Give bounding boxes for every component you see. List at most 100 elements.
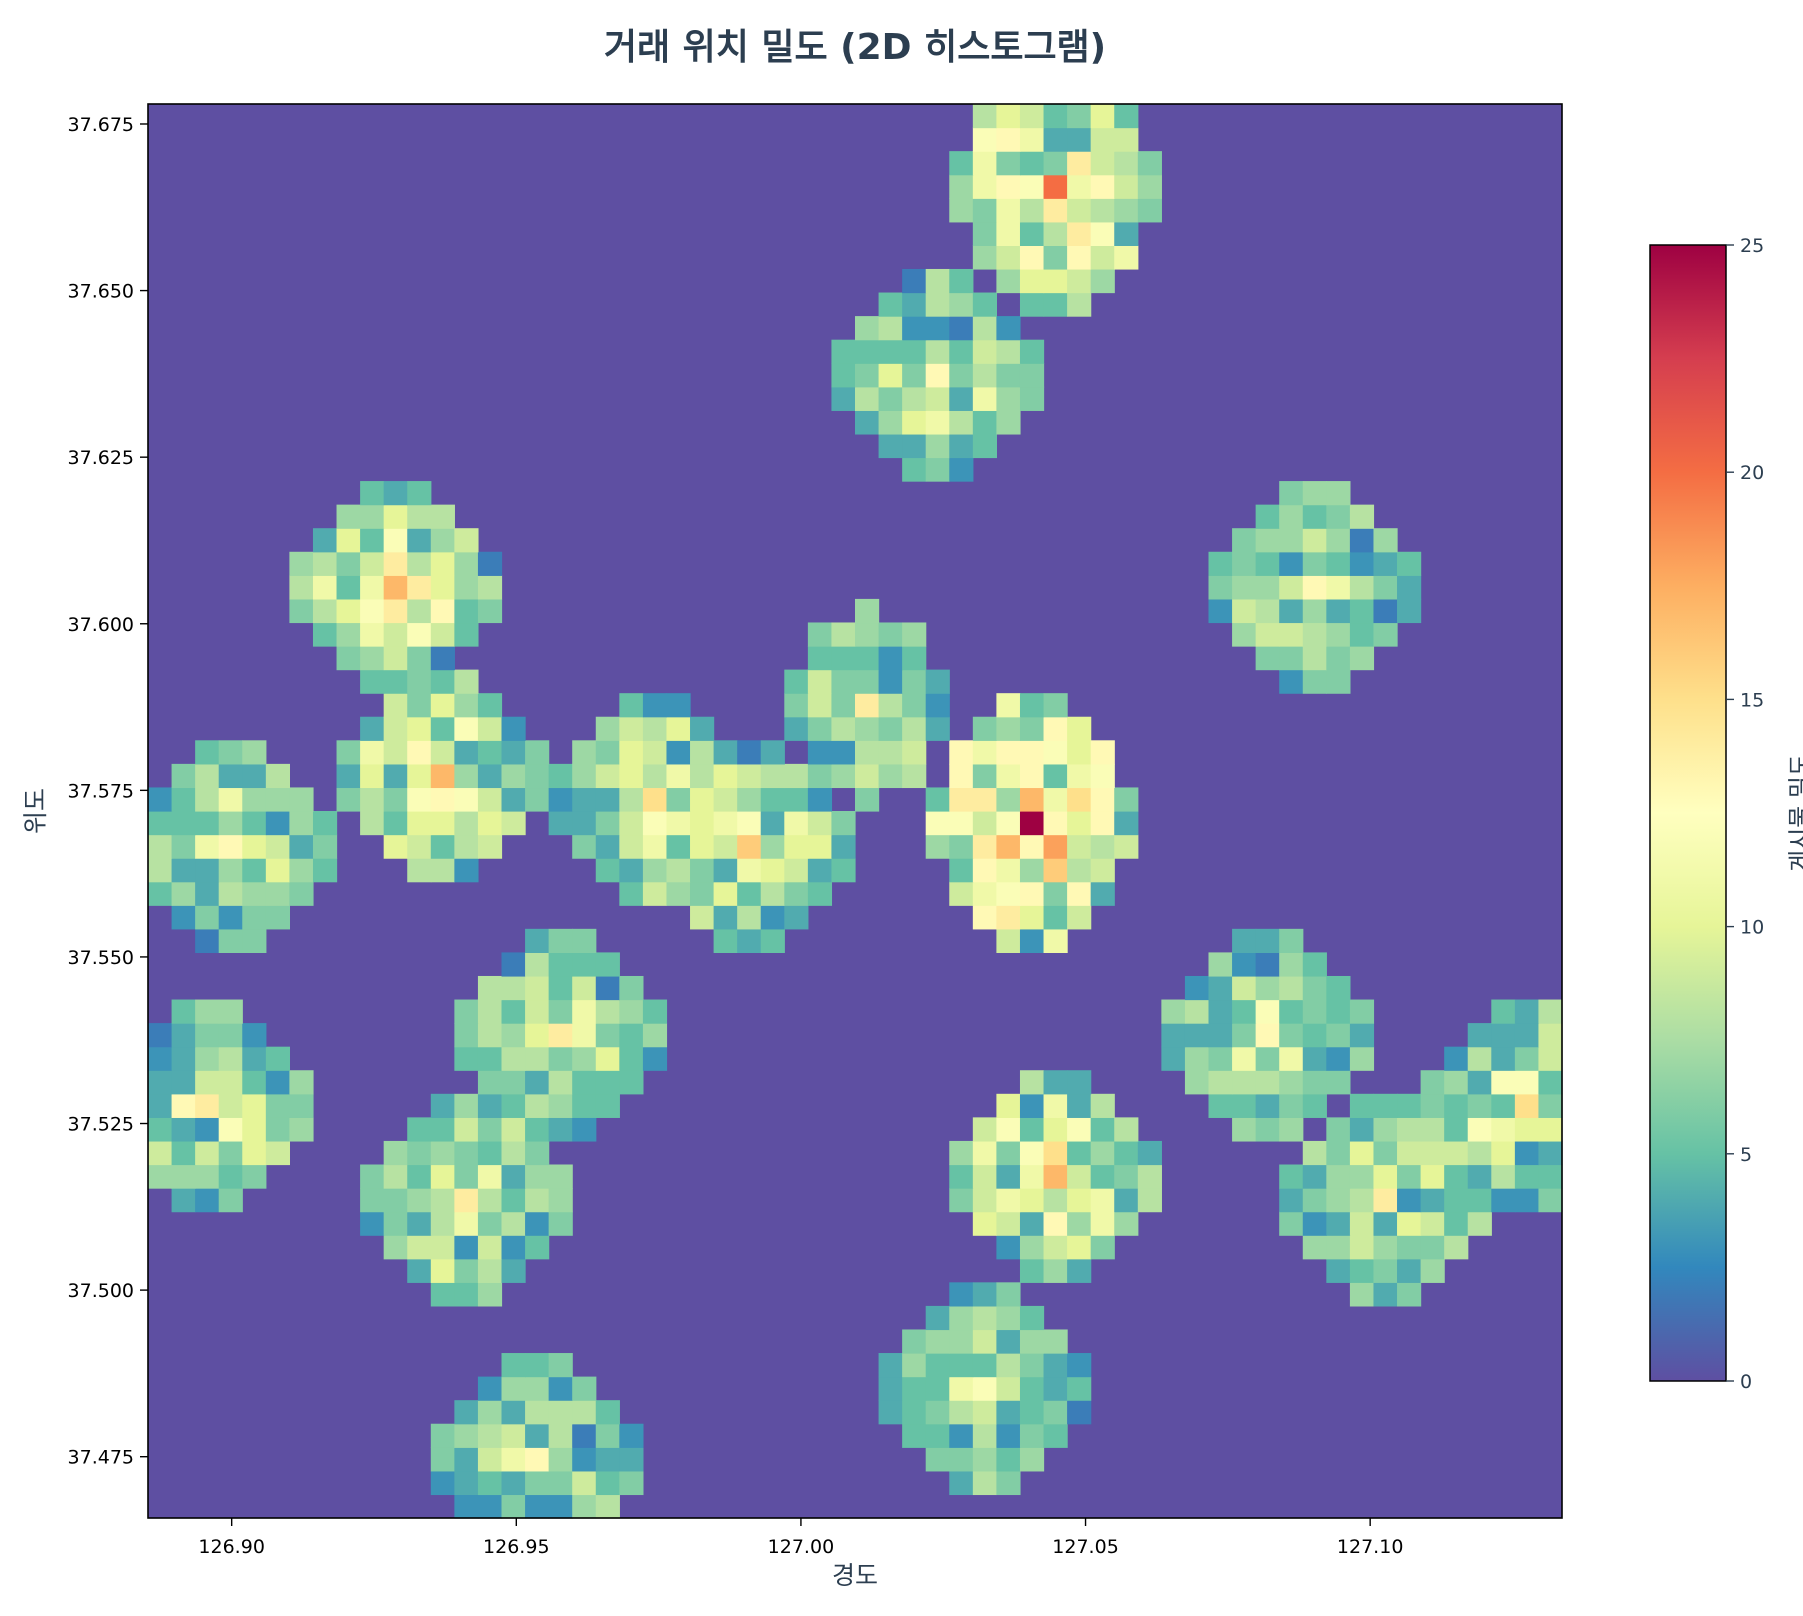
histogram-cell: [1279, 598, 1304, 624]
histogram-cell: [525, 1353, 550, 1378]
histogram-cell: [760, 905, 785, 930]
histogram-cell: [525, 1376, 550, 1401]
histogram-cell: [1090, 881, 1115, 906]
histogram-cell: [1161, 999, 1186, 1024]
histogram-cell: [1255, 598, 1280, 624]
histogram-cell: [972, 198, 997, 223]
histogram-cell: [902, 669, 927, 694]
histogram-cell: [477, 811, 503, 836]
histogram-cell: [1279, 551, 1304, 576]
histogram-cell: [1067, 881, 1092, 906]
histogram-cell: [1019, 174, 1045, 199]
histogram-cell: [1279, 1070, 1304, 1095]
histogram-cell: [1114, 1140, 1139, 1166]
histogram-cell: [807, 646, 833, 671]
histogram-cell: [501, 716, 526, 741]
histogram-cell: [477, 1023, 503, 1048]
histogram-cell: [1491, 1188, 1516, 1213]
histogram-cell: [1397, 551, 1422, 576]
histogram-cell: [1232, 598, 1257, 624]
histogram-cell: [1208, 999, 1233, 1024]
histogram-cell: [1019, 198, 1045, 223]
histogram-cell: [1043, 1188, 1068, 1213]
histogram-cell: [949, 174, 974, 199]
histogram-cell: [690, 716, 715, 741]
histogram-cell: [501, 975, 526, 1001]
histogram-cell: [454, 1211, 479, 1236]
histogram-cell: [972, 1423, 997, 1448]
histogram-cell: [1420, 1117, 1445, 1142]
colorbar-label: 게시물 밀도: [1786, 754, 1803, 872]
histogram-cell: [972, 811, 997, 836]
histogram-cell: [619, 763, 644, 789]
histogram-cell: [1538, 1046, 1563, 1071]
histogram-cell: [1302, 669, 1327, 694]
histogram-cell: [1090, 151, 1115, 176]
histogram-cell: [1444, 1046, 1469, 1071]
histogram-cell: [171, 858, 196, 883]
histogram-cell: [902, 268, 927, 294]
histogram-cell: [289, 811, 314, 836]
histogram-cell: [430, 787, 455, 812]
histogram-cell: [690, 740, 715, 765]
histogram-cell: [807, 622, 833, 647]
histogram-cell: [1090, 104, 1115, 129]
histogram-cell: [1538, 1023, 1563, 1048]
histogram-cell: [360, 1211, 385, 1236]
histogram-cell: [265, 1046, 290, 1071]
histogram-cell: [195, 1188, 220, 1213]
histogram-cell: [737, 834, 762, 859]
histogram-cell: [1373, 1164, 1398, 1189]
histogram-cell: [1043, 1400, 1068, 1425]
histogram-cell: [572, 1117, 597, 1142]
histogram-cell: [218, 1188, 243, 1213]
histogram-cell: [1349, 528, 1375, 553]
histogram-cell: [1326, 646, 1351, 671]
histogram-cell: [1019, 292, 1045, 317]
histogram-cell: [218, 763, 243, 789]
histogram-cell: [1208, 575, 1233, 600]
histogram-cell: [1444, 1164, 1469, 1189]
histogram-cell: [1514, 1117, 1540, 1142]
histogram-cell: [218, 740, 243, 765]
histogram-cell: [784, 881, 809, 906]
histogram-cell: [996, 1211, 1021, 1236]
histogram-cell: [1019, 834, 1045, 859]
histogram-cell: [925, 339, 950, 364]
histogram-cell: [666, 858, 691, 883]
histogram-cell: [1067, 127, 1092, 152]
histogram-cell: [1326, 1235, 1351, 1260]
histogram-cell: [925, 1447, 950, 1472]
histogram-cell: [878, 1400, 903, 1425]
histogram-cell: [1302, 1140, 1327, 1166]
histogram-cell: [525, 1140, 550, 1166]
colorbar-tick-label: 5: [1740, 1144, 1752, 1166]
histogram-cell: [1326, 622, 1351, 647]
histogram-cell: [1349, 1164, 1375, 1189]
histogram-cell: [525, 1400, 550, 1425]
histogram-cell: [407, 575, 432, 600]
histogram-cell: [925, 1376, 950, 1401]
histogram-cell: [1090, 221, 1115, 246]
histogram-cell: [360, 740, 385, 765]
histogram-cell: [383, 528, 408, 553]
histogram-cell: [1373, 622, 1398, 647]
histogram-cell: [1043, 1376, 1068, 1401]
histogram-cell: [925, 457, 950, 482]
histogram-cell: [996, 928, 1021, 953]
histogram-cell: [1420, 1164, 1445, 1189]
histogram-cell: [949, 834, 974, 859]
histogram-cell: [855, 339, 880, 364]
histogram-cell: [619, 787, 644, 812]
histogram-cell: [878, 669, 903, 694]
histogram-cell: [1467, 1093, 1492, 1118]
histogram-cell: [1114, 834, 1139, 859]
histogram-cell: [383, 834, 408, 859]
histogram-cell: [1279, 575, 1304, 600]
histogram-cell: [430, 1140, 455, 1166]
histogram-cell: [501, 1470, 526, 1496]
histogram-cell: [312, 528, 338, 553]
x-tick-label: 126.90: [198, 1536, 264, 1558]
histogram-cell: [1067, 763, 1092, 789]
